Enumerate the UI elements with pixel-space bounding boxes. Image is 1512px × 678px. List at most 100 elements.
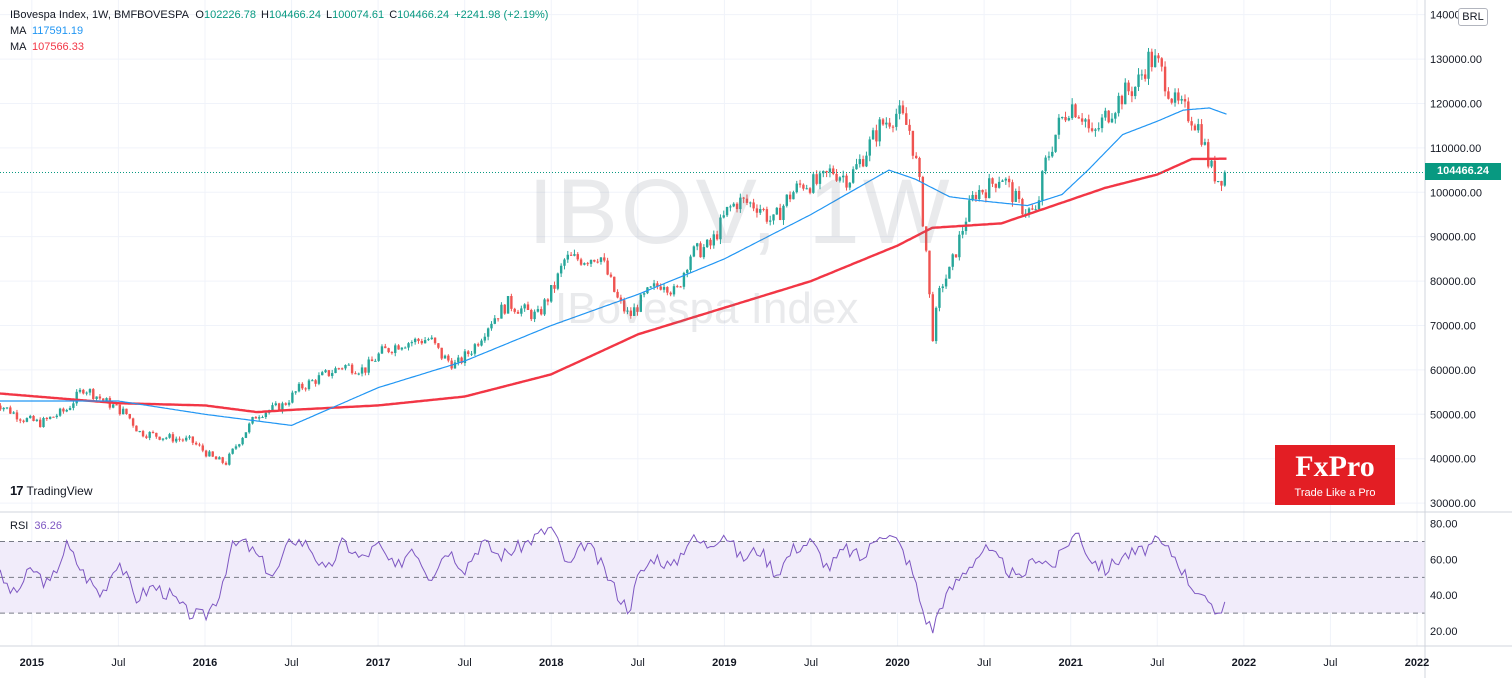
candle-body	[1190, 121, 1193, 126]
rsi-background-band	[0, 540, 1425, 614]
candle-body	[1183, 99, 1187, 102]
candle-body	[65, 410, 68, 412]
candle-body	[1041, 171, 1044, 201]
candle-body	[536, 309, 540, 312]
candle-body	[380, 346, 384, 354]
candle-body	[214, 456, 218, 460]
time-tick-label: Jul	[1323, 657, 1337, 669]
time-tick-label: Jul	[285, 657, 299, 669]
candle-body	[649, 286, 652, 288]
price-tick-label: 100000.00	[1430, 187, 1482, 199]
candle-body	[201, 445, 204, 451]
rsi-tick-label: 60.00	[1430, 554, 1458, 566]
candle-body	[971, 194, 974, 201]
candle-body	[1087, 119, 1090, 129]
candle-body	[792, 192, 795, 200]
candle-body	[128, 414, 131, 419]
symbol-watermark: IBOV, 1W	[528, 161, 953, 263]
candle-body	[669, 292, 672, 295]
candle-body	[403, 347, 407, 349]
high-value: 104466.24	[268, 9, 321, 21]
candle-body	[984, 192, 988, 199]
open-value: 102226.78	[203, 9, 256, 21]
low-value: 100074.61	[332, 9, 385, 21]
price-legend: IBovespa Index, 1W, BMFBOVESPA O102226.7…	[10, 7, 548, 55]
candle-body	[603, 257, 606, 261]
candle-body	[759, 208, 762, 213]
candle-body	[443, 355, 447, 359]
candle-body	[317, 375, 321, 384]
candle-body	[168, 434, 171, 438]
candle-body	[752, 202, 755, 209]
symbol-title[interactable]: IBovespa Index, 1W, BMFBOVESPA	[10, 9, 189, 21]
candle-body	[271, 405, 274, 411]
candle-body	[218, 457, 221, 460]
candle-body	[181, 439, 185, 441]
candle-body	[825, 171, 828, 173]
candle-body	[72, 403, 75, 408]
candle-body	[334, 368, 337, 374]
time-tick-label: Jul	[1150, 657, 1164, 669]
candle-body	[1153, 55, 1157, 68]
high-label: H	[261, 9, 269, 21]
ma-fast-label: MA	[10, 25, 26, 37]
currency-button[interactable]: BRL	[1458, 8, 1488, 26]
candle-body	[1094, 129, 1097, 131]
ma-fast-legend-row[interactable]: MA 117591.19	[10, 23, 548, 39]
candle-body	[589, 259, 593, 264]
candle-body	[1057, 117, 1061, 135]
close-value: 104466.24	[397, 9, 450, 21]
candle-body	[1084, 119, 1087, 122]
candle-body	[1160, 58, 1163, 67]
candle-body	[739, 197, 742, 210]
candle-body	[686, 269, 689, 273]
candle-body	[29, 415, 32, 419]
candle-body	[1200, 124, 1203, 145]
candle-body	[513, 308, 516, 312]
candle-body	[234, 446, 238, 449]
candle-body	[851, 169, 855, 183]
candle-body	[1197, 124, 1200, 131]
candle-body	[1051, 151, 1054, 157]
price-tick-label: 130000.00	[1430, 54, 1482, 66]
candle-body	[191, 436, 195, 443]
candle-body	[891, 126, 895, 128]
candle-body	[1070, 104, 1074, 119]
candle-body	[679, 286, 682, 288]
time-tick-label: Jul	[977, 657, 991, 669]
candle-body	[918, 157, 921, 177]
candle-body	[85, 392, 88, 394]
moving-average-lines	[0, 107, 1227, 426]
candle-body	[1110, 118, 1114, 123]
tradingview-logo[interactable]: 17 TradingView	[10, 483, 93, 498]
candle-body	[360, 367, 364, 374]
candle-body	[274, 403, 277, 406]
candle-body	[1107, 110, 1110, 123]
candle-body	[307, 380, 311, 390]
candle-body	[583, 263, 586, 265]
candle-body	[895, 113, 898, 127]
rsi-legend[interactable]: RSI 36.26	[10, 518, 62, 534]
candle-body	[496, 318, 500, 320]
candle-body	[95, 396, 98, 400]
candle-body	[506, 296, 510, 314]
candle-body	[473, 344, 477, 354]
candle-body	[470, 353, 473, 355]
candle-body	[715, 234, 719, 240]
candle-body	[32, 415, 35, 421]
candle-body	[559, 265, 563, 274]
candle-body	[145, 436, 148, 438]
candle-body	[915, 155, 918, 158]
candle-body	[248, 423, 251, 433]
ma-slow-legend-row[interactable]: MA 107566.33	[10, 39, 548, 55]
time-tick-label: Jul	[458, 657, 472, 669]
candle-body	[324, 370, 327, 373]
candle-body	[467, 351, 470, 355]
time-tick-label: 2022	[1405, 657, 1429, 669]
candle-body	[516, 311, 520, 314]
candle-body	[865, 155, 868, 167]
candle-body	[944, 278, 948, 287]
candle-body	[991, 178, 994, 184]
